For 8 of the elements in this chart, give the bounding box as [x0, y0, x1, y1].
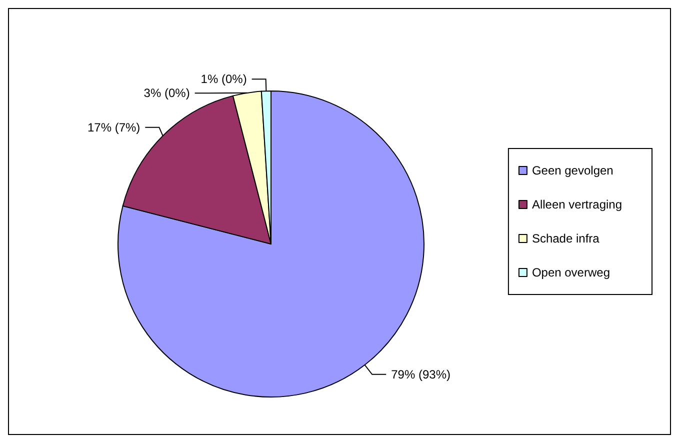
- data-label: 79% (93%): [391, 367, 451, 382]
- legend-label: Alleen vertraging: [532, 198, 622, 212]
- legend-label: Schade infra: [532, 232, 600, 246]
- legend-label: Geen gevolgen: [532, 164, 614, 178]
- data-label: 3% (0%): [144, 86, 190, 100]
- data-label: 1% (0%): [200, 72, 247, 86]
- legend-label: Open overweg: [532, 266, 610, 280]
- data-label: 17% (7%): [87, 120, 140, 134]
